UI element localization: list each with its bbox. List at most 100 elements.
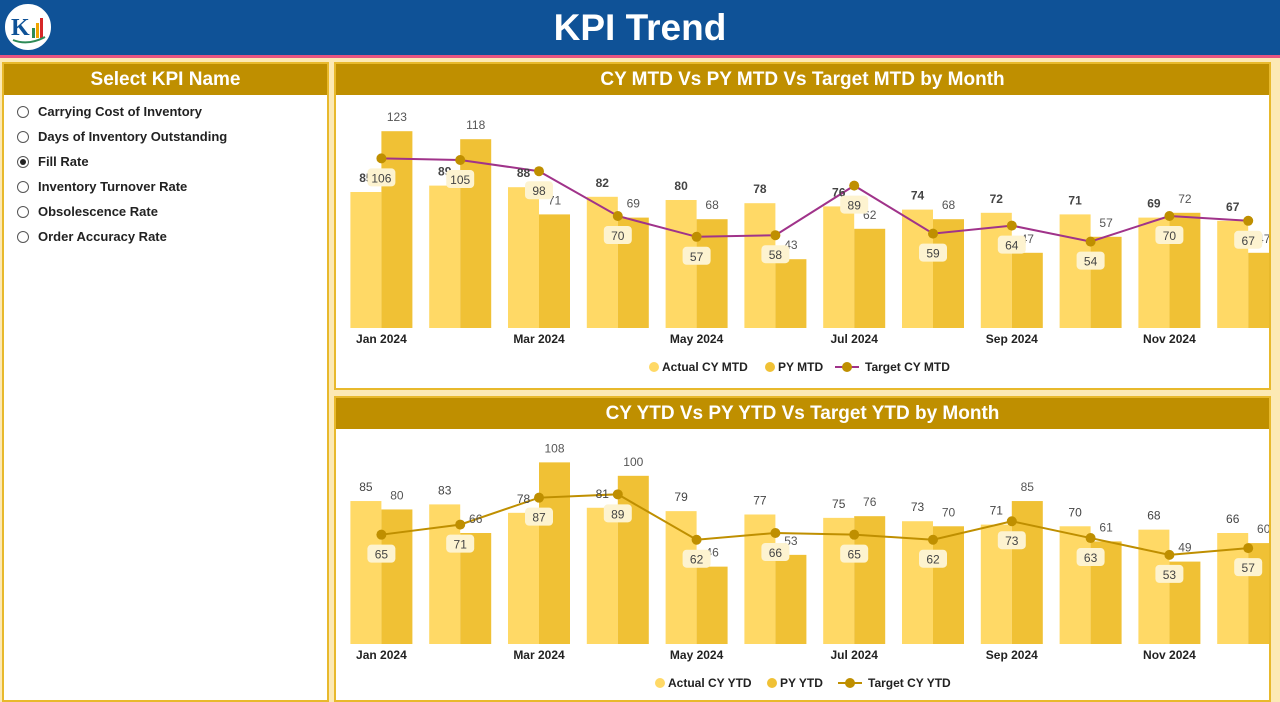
bar-actual[interactable] — [429, 185, 461, 328]
target-marker[interactable] — [849, 529, 860, 540]
bar-py[interactable] — [775, 554, 807, 644]
bar-py[interactable] — [539, 462, 570, 644]
target-marker[interactable] — [849, 180, 860, 191]
target-marker[interactable] — [928, 534, 938, 545]
bar-py[interactable] — [696, 566, 728, 644]
bar-actual[interactable] — [586, 507, 618, 644]
x-tick-label: Sep 2024 — [986, 332, 1038, 346]
bar-actual[interactable] — [665, 511, 697, 644]
bar-py[interactable] — [460, 139, 492, 328]
py-data-label: 123 — [387, 110, 407, 124]
target-marker[interactable] — [612, 489, 623, 500]
bar-actual[interactable] — [350, 192, 382, 328]
slicer-item-order-accuracy[interactable]: Order Accuracy Rate — [4, 224, 327, 249]
target-marker[interactable] — [376, 529, 387, 540]
target-marker[interactable] — [928, 228, 938, 239]
target-marker[interactable] — [1085, 533, 1096, 544]
target-marker[interactable] — [1006, 516, 1017, 527]
slicer-item-days-inventory[interactable]: Days of Inventory Outstanding — [4, 124, 327, 149]
bar-py[interactable] — [381, 131, 413, 328]
target-marker[interactable] — [455, 519, 466, 530]
bar-py[interactable] — [933, 526, 964, 644]
target-marker[interactable] — [1164, 211, 1175, 221]
actual-data-label: 66 — [1226, 512, 1240, 526]
bar-py[interactable] — [617, 475, 649, 644]
target-label-box — [919, 243, 947, 262]
radio-icon[interactable] — [17, 205, 29, 218]
radio-icon[interactable] — [17, 130, 29, 143]
bar-actual[interactable] — [1217, 533, 1249, 644]
target-marker[interactable] — [1164, 549, 1175, 560]
x-tick-label: Mar 2024 — [513, 332, 565, 346]
bar-actual[interactable] — [1138, 529, 1170, 644]
bar-py[interactable] — [1090, 236, 1122, 328]
target-marker[interactable] — [534, 492, 544, 503]
radio-icon[interactable] — [17, 180, 29, 193]
target-marker[interactable] — [770, 230, 781, 241]
target-label-box — [367, 544, 396, 563]
slicer-title: Select KPI Name — [4, 64, 327, 95]
target-line — [381, 157, 1249, 243]
target-marker[interactable] — [1243, 543, 1254, 554]
py-data-label: 118 — [466, 118, 485, 132]
radio-selected-icon[interactable] — [17, 155, 29, 168]
target-marker[interactable] — [1243, 215, 1254, 226]
bar-actual[interactable] — [1059, 214, 1091, 328]
target-data-label: 105 — [450, 173, 470, 187]
bar-actual[interactable] — [508, 187, 539, 328]
radio-icon[interactable] — [17, 230, 29, 243]
target-marker[interactable] — [770, 528, 781, 538]
bar-py[interactable] — [775, 259, 807, 328]
target-data-label: 89 — [611, 507, 625, 521]
bar-py[interactable] — [854, 516, 886, 644]
bar-actual[interactable] — [350, 501, 382, 644]
bar-actual[interactable] — [980, 212, 1012, 328]
target-marker[interactable] — [455, 155, 466, 165]
x-tick-label: Nov 2024 — [1143, 332, 1196, 346]
target-marker[interactable] — [691, 231, 702, 242]
actual-data-label: 83 — [438, 483, 452, 497]
bar-py[interactable] — [1248, 252, 1269, 328]
bar-actual[interactable] — [1059, 526, 1091, 644]
slicer-item-obsolescence-rate[interactable]: Obsolescence Rate — [4, 199, 327, 224]
slicer-item-turnover-rate[interactable]: Inventory Turnover Rate — [4, 174, 327, 199]
bar-py[interactable] — [381, 509, 413, 644]
bar-actual[interactable] — [744, 203, 776, 328]
bar-py[interactable] — [539, 214, 570, 328]
bar-py[interactable] — [933, 219, 964, 328]
kpi-slicer: Select KPI Name Carrying Cost of Invento… — [2, 62, 329, 702]
bar-actual[interactable] — [902, 209, 933, 328]
bar-actual[interactable] — [508, 512, 539, 644]
radio-icon[interactable] — [17, 105, 29, 118]
target-marker[interactable] — [612, 211, 623, 221]
actual-data-label: 82 — [596, 176, 610, 190]
target-label-box — [603, 226, 632, 244]
bar-actual[interactable] — [902, 521, 933, 644]
target-marker[interactable] — [534, 166, 544, 177]
slicer-item-carrying-cost[interactable]: Carrying Cost of Inventory — [4, 99, 327, 124]
actual-data-label: 70 — [1068, 505, 1082, 519]
target-marker[interactable] — [376, 153, 387, 164]
bar-actual[interactable] — [586, 196, 618, 328]
target-data-label: 58 — [769, 248, 783, 262]
slicer-item-fill-rate[interactable]: Fill Rate — [4, 149, 327, 174]
actual-data-label: 75 — [832, 497, 846, 511]
target-marker[interactable] — [1085, 236, 1096, 247]
py-data-label: 61 — [1099, 520, 1113, 534]
x-tick-label: Mar 2024 — [513, 648, 565, 662]
target-label-box — [761, 543, 790, 561]
target-data-label: 63 — [1084, 551, 1098, 565]
x-tick-label: May 2024 — [670, 648, 724, 662]
bar-py[interactable] — [854, 228, 886, 328]
target-marker[interactable] — [1006, 220, 1017, 231]
actual-data-label: 78 — [517, 492, 531, 506]
py-data-label: 49 — [1178, 541, 1192, 555]
bar-actual[interactable] — [823, 206, 855, 328]
target-marker[interactable] — [691, 534, 702, 545]
py-data-label: 69 — [627, 197, 641, 211]
bar-py[interactable] — [1011, 252, 1043, 328]
bar-actual[interactable] — [823, 517, 855, 644]
target-data-label: 73 — [1005, 534, 1019, 548]
actual-data-label: 80 — [674, 179, 688, 193]
